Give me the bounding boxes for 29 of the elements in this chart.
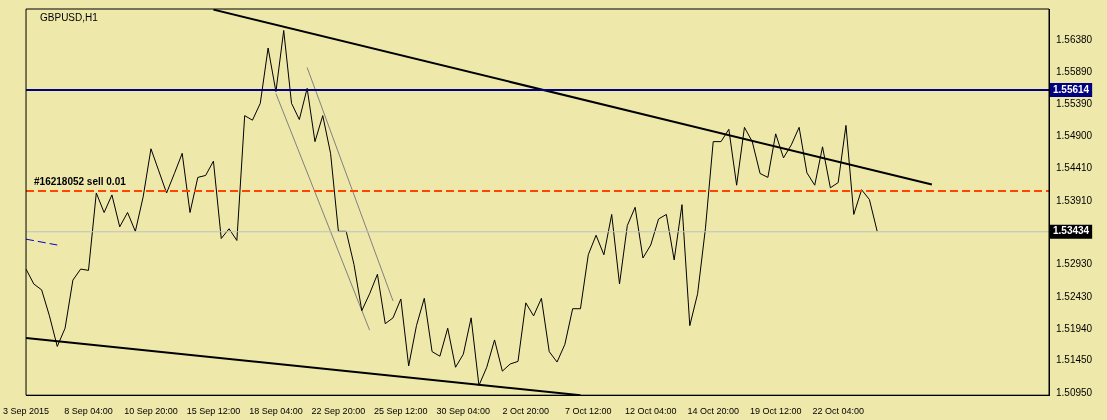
y-tick-label: 1.51940 — [1056, 322, 1093, 334]
y-tick-label: 1.52430 — [1056, 290, 1093, 302]
ref-line-label: #16218052 sell 0.01 — [34, 175, 127, 187]
x-tick-label: 14 Oct 20:00 — [687, 406, 739, 417]
x-tick-label: 19 Oct 12:00 — [749, 406, 802, 417]
y-tick-label: 1.50950 — [1056, 387, 1093, 398]
y-tick-label: 1.52930 — [1056, 258, 1093, 270]
y-tick-label: 1.51450 — [1056, 354, 1093, 366]
x-tick-label: 22 Oct 04:00 — [812, 406, 864, 417]
x-tick-label: 10 Sep 20:00 — [124, 406, 178, 417]
x-tick-label: 15 Sep 12:00 — [186, 406, 241, 417]
y-tick-label: 1.53910 — [1056, 194, 1093, 206]
y-tick-label: 1.55890 — [1056, 65, 1093, 77]
x-tick-label: 2 Oct 20:00 — [502, 406, 550, 417]
y-tick-label: 1.55390 — [1056, 98, 1093, 110]
x-tick-label: 7 Oct 12:00 — [565, 406, 612, 417]
x-tick-label: 30 Sep 04:00 — [436, 406, 491, 417]
y-tick-label: 1.54900 — [1056, 130, 1093, 142]
x-tick-label: 8 Sep 04:00 — [64, 406, 113, 417]
y-tick-label: 1.56380 — [1056, 33, 1093, 45]
x-tick-label: 3 Sep 2015 — [3, 406, 50, 417]
ref-line-label: 1.53434 — [1053, 225, 1090, 237]
ref-line-label: 1.55614 — [1053, 83, 1090, 95]
chart-title: GBPUSD,H1 — [40, 11, 99, 23]
y-tick-label: 1.54410 — [1056, 162, 1093, 174]
x-tick-label: 25 Sep 12:00 — [374, 406, 428, 417]
x-tick-label: 22 Sep 20:00 — [311, 406, 366, 417]
x-tick-label: 12 Oct 04:00 — [624, 406, 677, 417]
x-tick-label: 18 Sep 04:00 — [249, 406, 303, 417]
